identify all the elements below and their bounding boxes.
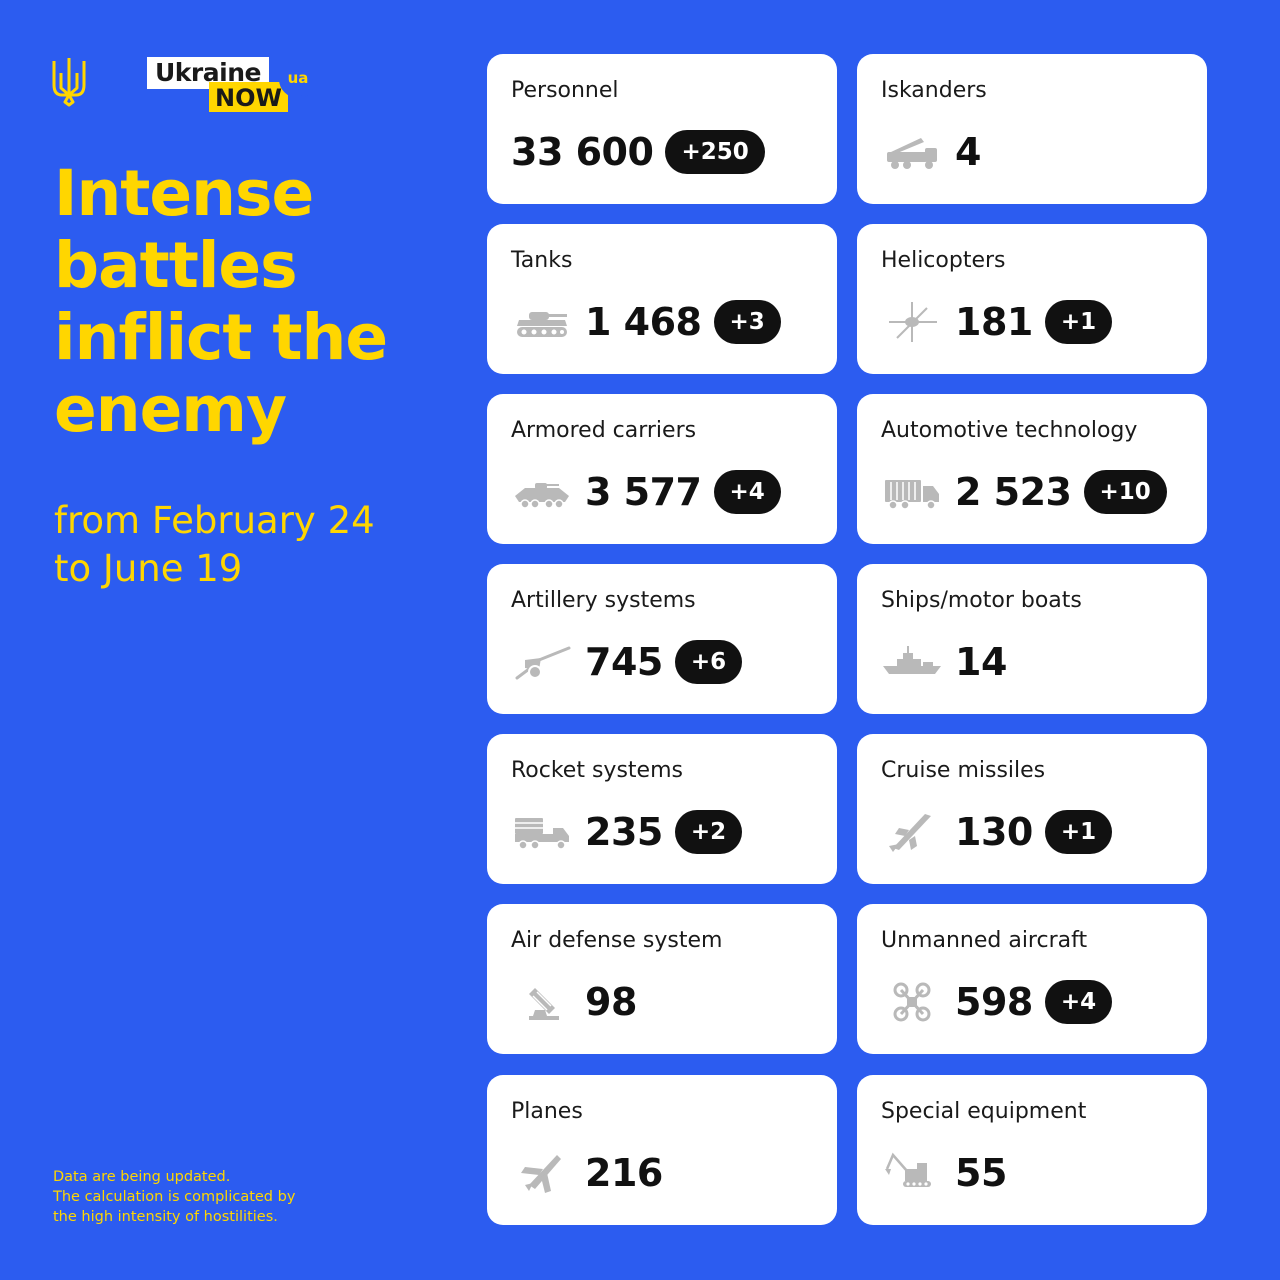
stat-delta-badge: +4 (1044, 980, 1113, 1024)
stat-label: Automotive technology (881, 418, 1138, 443)
stat-value: 55 (955, 1151, 1007, 1195)
footnote-line: Data are being updated. (53, 1169, 231, 1185)
stat-label: Unmanned aircraft (881, 928, 1088, 953)
ukraine-now-logo: Ukraine NOW ua (147, 57, 317, 117)
stat-value: 745 (585, 640, 663, 684)
headline-line: inflict the (54, 301, 388, 374)
stat-label: Air defense system (511, 928, 723, 953)
stat-card-air-defense-system: Air defense system 98 (487, 904, 837, 1054)
tank-icon (511, 300, 573, 344)
stat-card-rocket-systems: Rocket systems 235 +2 (487, 734, 837, 884)
stat-card-cruise-missiles: Cruise missiles 130 +1 (857, 734, 1207, 884)
stat-delta-badge: +1 (1044, 300, 1113, 344)
stat-value: 181 (955, 300, 1033, 344)
truck-icon (881, 470, 943, 514)
stat-label: Armored carriers (511, 418, 697, 443)
logo-word-ukraine: Ukraine (147, 57, 269, 89)
helicopter-icon (881, 300, 943, 344)
excavator-icon (881, 1151, 943, 1195)
stat-value: 98 (585, 980, 637, 1024)
stat-card-unmanned-aircraft: Unmanned aircraft 598 +4 (857, 904, 1207, 1054)
artillery-icon (511, 640, 573, 684)
stat-value: 4 (955, 130, 981, 174)
headline-line: enemy (54, 373, 287, 446)
date-range-line: to June 19 (54, 547, 243, 590)
stat-label: Ships/motor boats (881, 588, 1082, 613)
stat-value: 216 (585, 1151, 663, 1195)
footnote-line: The calculation is complicated by (53, 1189, 296, 1205)
headline: Intense battles inflict the enemy (54, 158, 454, 446)
stat-label: Rocket systems (511, 758, 683, 783)
stat-label: Helicopters (881, 248, 1006, 273)
stat-label: Tanks (511, 248, 573, 273)
stat-value: 14 (955, 640, 1007, 684)
stat-delta-badge: +3 (713, 300, 781, 344)
stat-card-artillery-systems: Artillery systems 745 +6 (487, 564, 837, 714)
stat-card-personnel: Personnel 33 600 +250 (487, 54, 837, 204)
stat-value: 235 (585, 810, 663, 854)
stat-delta-badge: +2 (674, 810, 743, 854)
rocket-launcher-icon (511, 810, 573, 854)
stat-card-helicopters: Helicopters 181 +1 (857, 224, 1207, 374)
logo-word-now: NOW (209, 82, 288, 112)
stat-card-armored-carriers: Armored carriers 3 577 +4 (487, 394, 837, 544)
stat-delta-badge: +4 (713, 470, 781, 514)
stat-label: Special equipment (881, 1099, 1087, 1124)
footnote: Data are being updated. The calculation … (53, 1167, 295, 1227)
stat-label: Artillery systems (511, 588, 696, 613)
stat-card-automotive-technology: Automotive technology 2 523 +10 (857, 394, 1207, 544)
stat-label: Personnel (511, 78, 619, 103)
trident-icon (52, 58, 86, 107)
stat-card-ships-motor-boats: Ships/motor boats 14 (857, 564, 1207, 714)
headline-line: Intense (54, 157, 314, 230)
headline-line: battles (54, 229, 298, 302)
plane-icon (511, 1151, 573, 1195)
stat-value: 598 (955, 980, 1033, 1024)
air-defense-icon (511, 980, 573, 1024)
stat-delta-badge: +10 (1083, 470, 1167, 514)
stat-card-special-equipment: Special equipment 55 (857, 1075, 1207, 1225)
ship-icon (881, 640, 943, 684)
armored-carrier-icon (511, 470, 573, 514)
stat-label: Cruise missiles (881, 758, 1046, 783)
date-range: from February 24 to June 19 (54, 497, 375, 593)
stat-card-tanks: Tanks 1 468 +3 (487, 224, 837, 374)
stat-label: Planes (511, 1099, 583, 1124)
stat-card-planes: Planes 216 (487, 1075, 837, 1225)
stat-value: 130 (955, 810, 1033, 854)
stat-card-iskanders: Iskanders 4 (857, 54, 1207, 204)
date-range-line: from February 24 (54, 499, 375, 542)
stat-delta-badge: +1 (1044, 810, 1113, 854)
stat-label: Iskanders (881, 78, 987, 103)
footnote-line: the high intensity of hostilities. (53, 1209, 278, 1225)
stat-value: 1 468 (585, 300, 702, 344)
cruise-missile-icon (881, 810, 943, 854)
stat-value: 33 600 (511, 130, 654, 174)
stat-delta-badge: +6 (674, 640, 743, 684)
drone-icon (881, 980, 943, 1024)
stat-delta-badge: +250 (665, 130, 765, 174)
stat-value: 2 523 (955, 470, 1072, 514)
missile-launcher-icon (881, 130, 943, 174)
stat-value: 3 577 (585, 470, 702, 514)
logo-ua-badge: ua (279, 60, 317, 98)
